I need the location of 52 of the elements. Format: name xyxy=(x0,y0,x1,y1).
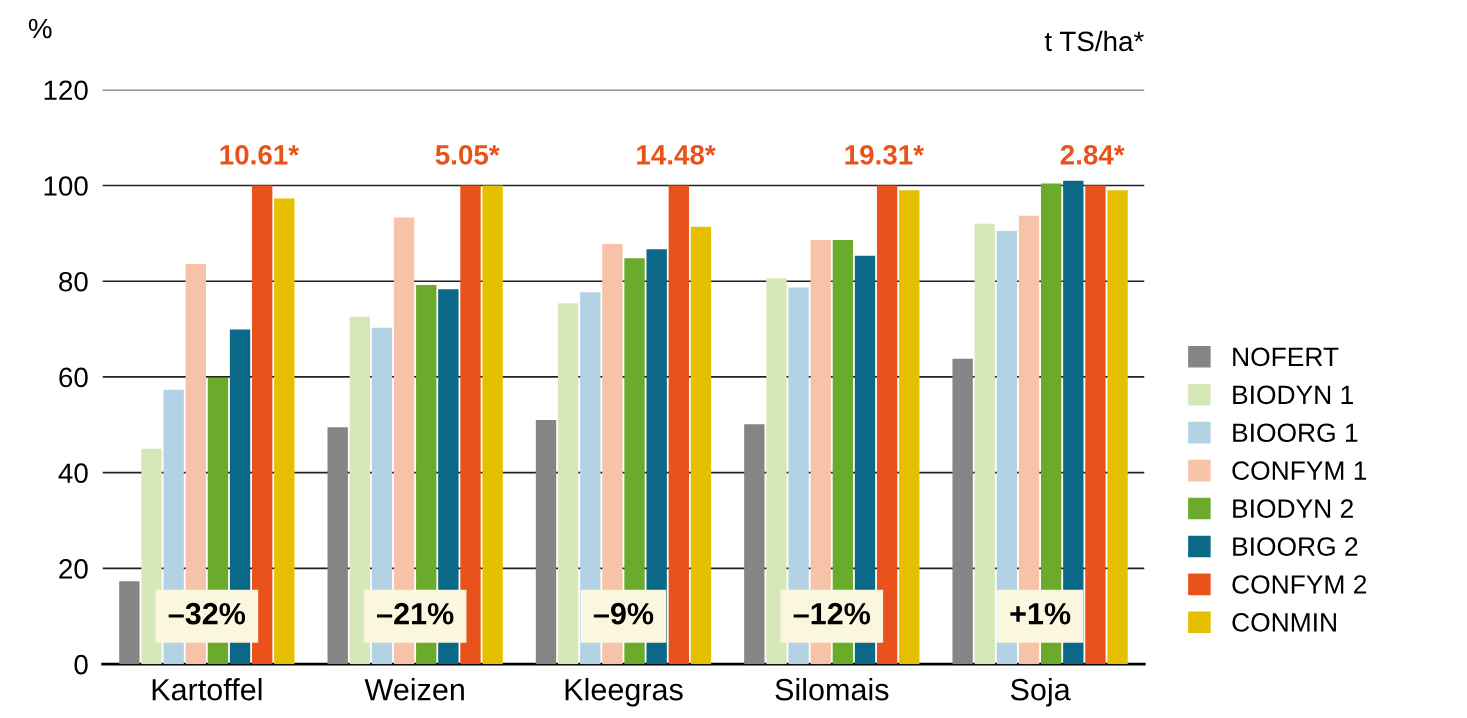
bar xyxy=(1107,190,1128,665)
bar xyxy=(876,185,898,665)
annotation: –32% xyxy=(168,602,246,625)
bar xyxy=(327,427,348,665)
x-tick-label: Silomais xyxy=(775,678,889,701)
annotation: 19.31* xyxy=(845,145,924,165)
bar xyxy=(141,448,162,665)
annotation: –9% xyxy=(593,602,654,625)
bar xyxy=(119,581,140,665)
annotation: +1% xyxy=(1010,602,1071,625)
bar xyxy=(668,185,689,665)
legend-label: BIODYN 2 xyxy=(1233,499,1353,518)
x-tick-label: Weizen xyxy=(364,678,464,701)
annotation: –12% xyxy=(793,602,871,625)
bar xyxy=(899,190,920,665)
annotation: 14.48* xyxy=(637,145,716,165)
legend-label: BIODYN 1 xyxy=(1233,385,1353,405)
bar xyxy=(349,316,371,665)
bar xyxy=(766,278,787,665)
bar xyxy=(252,185,273,665)
bar xyxy=(974,223,995,665)
bar xyxy=(460,185,481,665)
bar xyxy=(482,185,503,665)
y-tick-label: 0 xyxy=(74,654,88,675)
y-tick-label: 100 xyxy=(44,176,88,196)
legend-label: NOFERT xyxy=(1233,347,1339,367)
y-tick-label: 40 xyxy=(58,463,88,484)
y-tick-label: 120 xyxy=(44,80,88,101)
text: t TS/ha* xyxy=(1044,30,1144,52)
legend-label: BIOORG 1 xyxy=(1233,423,1358,443)
y-axis-title: % xyxy=(28,18,52,39)
annotation: 10.61* xyxy=(220,145,300,165)
legend-label: CONFYM 2 xyxy=(1232,575,1367,594)
y-tick-label: 60 xyxy=(59,367,88,388)
annotation: 5.05* xyxy=(435,145,500,165)
x-tick-label: Kleegras xyxy=(565,678,683,707)
x-tick-label: Soja xyxy=(1010,678,1071,707)
annotation: 2.84* xyxy=(1060,145,1125,165)
legend-label: CONMIN xyxy=(1232,613,1336,632)
y-tick-label: 80 xyxy=(59,271,88,292)
bar xyxy=(535,420,557,665)
bar xyxy=(1085,185,1106,665)
bar xyxy=(690,226,712,665)
bar xyxy=(557,303,579,665)
bar xyxy=(952,358,973,665)
y-tick-label: 20 xyxy=(59,559,88,579)
x-tick-label: Kartoffel xyxy=(152,678,262,701)
legend-label: CONFYM 1 xyxy=(1232,461,1367,481)
annotation: –21% xyxy=(377,602,454,625)
bar xyxy=(274,198,295,665)
legend-label: BIOORG 2 xyxy=(1233,537,1358,556)
bar xyxy=(744,424,765,665)
